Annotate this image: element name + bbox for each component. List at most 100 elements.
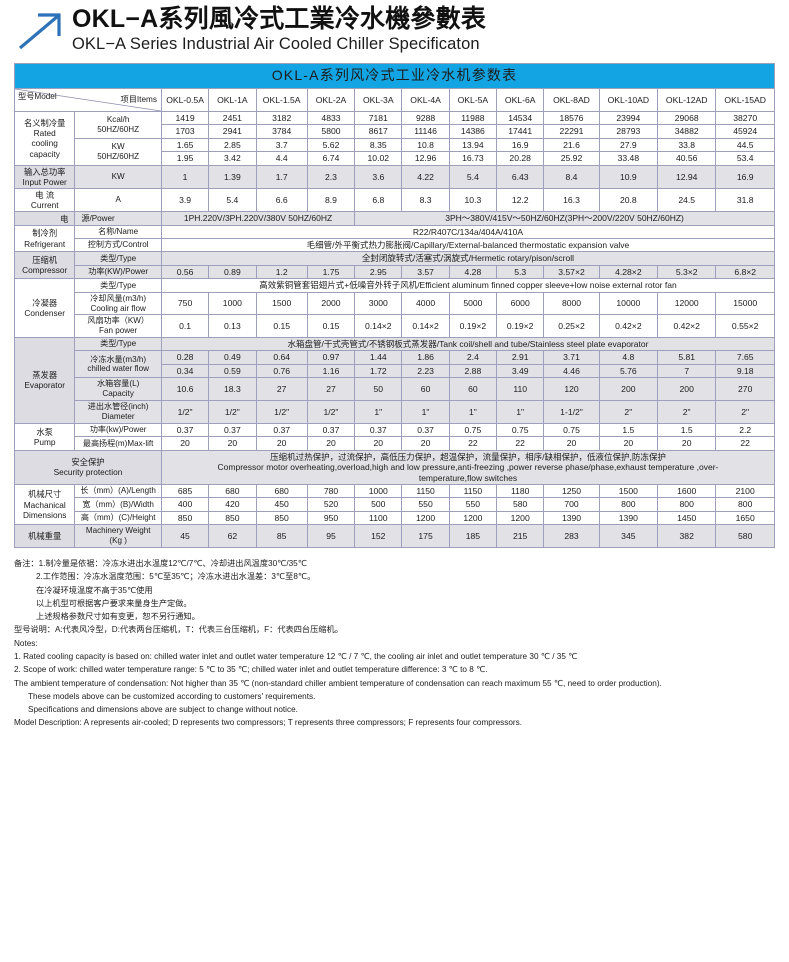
cell-chilledflow60-1: 0.59 — [208, 363, 257, 379]
cell-kcal50-5: 9288 — [401, 110, 450, 126]
corner-header-cell: 型号Model 项目Items — [14, 88, 162, 112]
cell-diameter-1: 1/2" — [208, 400, 257, 424]
table-row: 冷凝器 Condenser 类型/Type 高效紫铜管套铝翅片式+低噪音外转子风… — [13, 278, 776, 339]
table-row: 控制方式/Control 毛细管/外平衡式热力膨胀阀/Capillary/Ext… — [15, 238, 776, 253]
cell-chilledflow50-3: 0.97 — [306, 350, 356, 365]
note-en-model-description: Model Description: A represents air-cool… — [14, 718, 522, 728]
cell-maxlift-8: 20 — [543, 436, 600, 451]
cell-kcal50-1: 2451 — [208, 110, 257, 126]
page-title-en: OKL−A Series Industrial Air Cooled Chill… — [72, 35, 480, 53]
cell-length-3: 780 — [306, 483, 356, 499]
model-col-0: OKL-0.5A — [160, 88, 210, 112]
cell-refrigerant-name: R22/R407C/134a/404A/410A — [160, 224, 776, 240]
cell-weight-3: 95 — [306, 524, 356, 549]
diagonal-divider-icon — [15, 89, 161, 111]
note-cn-1: 备注：1.制冷量是依裾：冷冻水进出水温度12℃/7℃、冷却进出风温度30℃/35… — [14, 559, 307, 569]
table-row: 机械重量 Machinery Weight (Kg ) 45 62 85 95 … — [13, 524, 775, 549]
cell-tankcap-2: 27 — [255, 377, 308, 402]
item-power-supply: 源/Power — [74, 211, 162, 226]
cell-width-10: 800 — [657, 497, 717, 512]
cell-kw60-3: 6.74 — [306, 151, 356, 166]
note-en-4: These models above can be customized acc… — [28, 691, 316, 701]
cell-kw60-9: 33.48 — [598, 151, 659, 166]
cell-fanpower-6: 0.19×2 — [448, 314, 498, 339]
cell-height-4: 1100 — [354, 510, 403, 526]
table-row: KW 50HZ/60HZ 1.65 2.85 3.7 5.62 8.35 10.… — [15, 137, 775, 166]
cell-maxlift-4: 20 — [354, 436, 403, 451]
cell-kcal50-10: 29068 — [657, 110, 717, 126]
cell-kw60-0: 1.95 — [160, 151, 210, 166]
cell-pumppower-4: 0.37 — [354, 422, 403, 438]
cell-diameter-6: 1" — [448, 400, 498, 424]
cell-maxlift-2: 20 — [255, 436, 308, 451]
cell-width-4: 500 — [354, 497, 403, 512]
item-dimension-height: 高（mm）(C)/Height — [74, 510, 162, 526]
cell-kcal60-1: 2941 — [208, 124, 257, 139]
cell-kcal50-8: 18576 — [543, 110, 600, 126]
cell-security-text: 压缩机过热保护，过流保护，高低压力保护，超温保护，流量保护，相序/缺相保护，低液… — [160, 449, 776, 485]
cell-comppower-11: 6.8×2 — [715, 264, 775, 280]
model-col-10: OKL-12AD — [657, 88, 717, 112]
cell-chilledflow50-2: 0.64 — [255, 350, 308, 365]
cell-pumppower-10: 1.5 — [657, 422, 717, 438]
item-evaporator-capacity: 水箱容量(L) Capacity — [74, 377, 162, 402]
cell-fanpower-2: 0.15 — [255, 314, 308, 339]
cell-kcal60-11: 45924 — [715, 124, 775, 139]
cell-comppower-9: 4.28×2 — [598, 264, 659, 280]
item-kw-unit: KW 50HZ/60HZ — [74, 137, 162, 166]
item-weight: Machinery Weight (Kg ) — [74, 524, 162, 549]
model-col-1: OKL-1A — [208, 88, 257, 112]
cell-kcal60-8: 22291 — [543, 124, 600, 139]
cell-kcal50-2: 3182 — [255, 110, 308, 126]
cell-chilledflow60-8: 4.46 — [543, 363, 600, 379]
model-header-row: 型号Model 项目Items OKL-0.5A OKL-1A OKL-1.5A… — [14, 88, 775, 112]
cell-chilledflow50-5: 1.86 — [401, 350, 450, 365]
cell-tankcap-1: 18.3 — [208, 377, 257, 402]
item-pump-power: 功率(kw)/Power — [74, 422, 162, 438]
cell-pumppower-3: 0.37 — [306, 422, 356, 438]
cell-pumppower-8: 0.75 — [543, 422, 600, 438]
table-row: 水箱容量(L) Capacity 10.6 18.3 27 27 50 60 6… — [15, 377, 775, 402]
item-condenser-fanpower: 风扇功率（KW） Fan power — [74, 314, 162, 339]
cell-pumppower-6: 0.75 — [448, 422, 498, 438]
cell-pumppower-9: 1.5 — [598, 422, 659, 438]
table-row: 名义制冷量 Rated cooling capacity Kcal/h 50HZ… — [13, 110, 775, 166]
corner-items-label: 项目Items — [120, 95, 157, 104]
cell-width-0: 400 — [160, 497, 210, 512]
item-dimension-width: 宽（mm）(B)/Width — [74, 497, 162, 512]
item-condenser-type: 类型/Type — [74, 278, 162, 293]
row-label-condenser: 冷凝器 Condenser — [13, 278, 76, 339]
note-en-3: The ambient temperature of condensation:… — [14, 678, 662, 688]
note-cn-2: 2.工作范围：冷冻水温度范围：5℃至35℃；冷冻水进出水温差：3℃至8℃。 — [36, 572, 316, 582]
table-row: 宽（mm）(B)/Width 400 420 450 520 500 550 5… — [15, 497, 775, 512]
cell-power-supply-left: 1PH.220V/3PH.220V/380V 50HZ/60HZ — [160, 211, 356, 226]
table-row: 1703 2941 3784 5800 8617 11146 14386 174… — [15, 124, 775, 139]
cell-evaporator-type: 水箱盘管/干式壳管式/不锈钢板式蒸发器/Tank coil/shell and … — [160, 337, 776, 352]
cell-inputpower-1: 1.39 — [208, 164, 257, 190]
cell-weight-9: 345 — [598, 524, 659, 549]
cell-kw60-4: 10.02 — [354, 151, 403, 166]
cell-fanpower-4: 0.14×2 — [354, 314, 403, 339]
row-label-compressor: 压缩机 Compressor — [13, 251, 76, 280]
cell-kw60-2: 4.4 — [255, 151, 308, 166]
table-row: 机械尺寸 Machanical Dimensions 长（mm）(A)/Leng… — [13, 483, 775, 526]
page-title-cn: OKL−A系列風冷式工業冷水機參數表 — [72, 5, 487, 33]
cell-height-0: 850 — [160, 510, 210, 526]
item-compressor-type: 类型/Type — [74, 251, 162, 266]
table-row: 高（mm）(C)/Height 850 850 850 950 1100 120… — [15, 510, 775, 526]
cell-kw50-6: 13.94 — [448, 137, 498, 153]
cell-tankcap-8: 120 — [543, 377, 600, 402]
cell-inputpower-5: 4.22 — [401, 164, 450, 190]
cell-pumppower-7: 0.75 — [496, 422, 545, 438]
note-en-5: Specifications and dimensions above are … — [28, 705, 298, 715]
cell-chilledflow60-4: 1.72 — [354, 363, 403, 379]
model-col-6: OKL-5A — [448, 88, 498, 112]
cell-condenser-type: 高效紫铜管套铝翅片式+低噪音外转子风机/Efficient aluminum f… — [160, 278, 776, 293]
cell-chilledflow50-11: 7.65 — [715, 350, 775, 365]
cell-width-6: 550 — [448, 497, 498, 512]
row-label-input-power: 输入总功率 Input Power — [13, 164, 76, 190]
cell-current-5: 8.3 — [401, 188, 450, 213]
item-input-power-unit: KW — [74, 164, 162, 190]
cell-kw50-1: 2.85 — [208, 137, 257, 153]
cell-kcal50-0: 1419 — [160, 110, 210, 126]
